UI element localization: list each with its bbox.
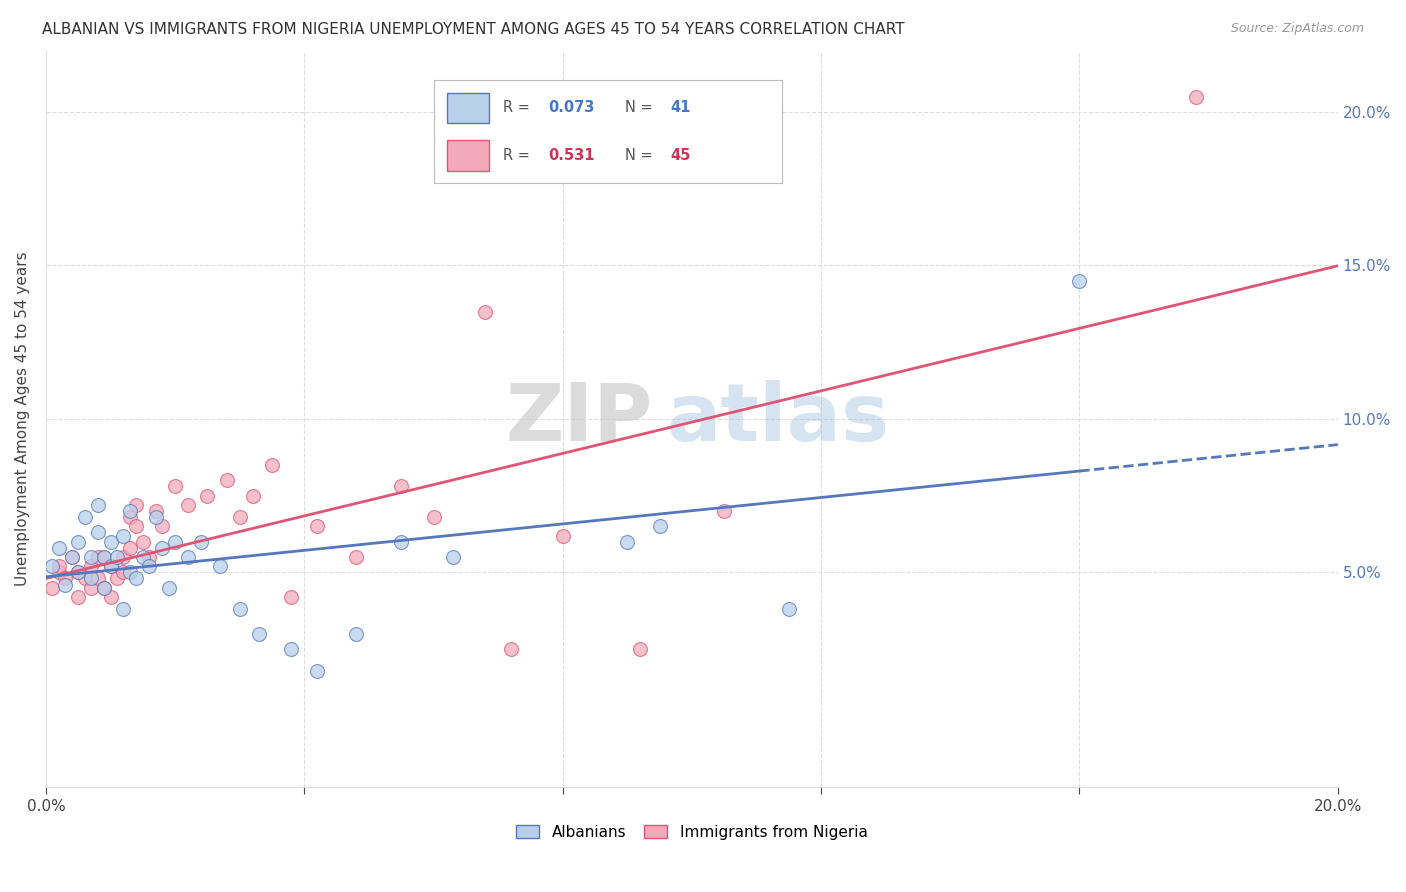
Point (125, 519, 148, 533)
Point (73, 510, 96, 524)
Point (100, 590, 122, 604)
Point (344, 549, 367, 564)
Point (616, 534, 638, 549)
Point (105, 572, 128, 586)
Point (112, 549, 135, 564)
Point (280, 590, 302, 604)
Point (280, 642, 302, 657)
Point (100, 559, 122, 574)
Point (93, 549, 115, 564)
Point (48, 566, 70, 580)
Point (53, 572, 76, 586)
Point (713, 504, 735, 518)
Point (118, 566, 141, 580)
Point (100, 559, 122, 574)
Point (41, 581, 63, 595)
Point (67, 534, 90, 549)
Point (125, 572, 148, 586)
Point (344, 626, 367, 640)
Point (389, 534, 412, 549)
Point (80, 572, 103, 586)
Point (93, 549, 115, 564)
Point (80, 549, 103, 564)
Point (648, 519, 671, 533)
Point (628, 642, 651, 657)
Point (67, 590, 90, 604)
Text: ZIP: ZIP (506, 380, 654, 458)
Legend: Albanians, Immigrants from Nigeria: Albanians, Immigrants from Nigeria (510, 819, 873, 846)
Point (118, 510, 141, 524)
Point (1184, 89, 1206, 103)
Point (86, 498, 108, 512)
Point (145, 510, 167, 524)
Point (112, 566, 135, 580)
Point (499, 642, 522, 657)
Point (105, 549, 128, 564)
Point (260, 458, 283, 472)
Point (80, 581, 103, 595)
Point (422, 510, 444, 524)
Point (177, 549, 200, 564)
Point (165, 534, 187, 549)
Point (242, 489, 264, 503)
Point (86, 525, 108, 540)
Point (60, 549, 83, 564)
Point (551, 528, 574, 542)
Point (138, 549, 160, 564)
Point (778, 602, 800, 616)
Point (60, 549, 83, 564)
Point (165, 479, 187, 493)
Point (190, 534, 212, 549)
Point (125, 498, 148, 512)
Point (132, 534, 155, 549)
Point (307, 519, 329, 533)
Point (67, 566, 90, 580)
Point (150, 541, 173, 555)
Point (1069, 274, 1091, 288)
Point (247, 626, 270, 640)
Point (132, 549, 155, 564)
Text: Source: ZipAtlas.com: Source: ZipAtlas.com (1230, 22, 1364, 36)
Point (112, 528, 135, 542)
Point (73, 572, 96, 586)
Point (118, 541, 141, 555)
Point (112, 602, 135, 616)
Point (229, 602, 252, 616)
Point (138, 559, 160, 574)
Point (215, 473, 238, 487)
Point (389, 479, 412, 493)
Point (209, 559, 232, 574)
Point (80, 559, 103, 574)
Y-axis label: Unemployment Among Ages 45 to 54 years: Unemployment Among Ages 45 to 54 years (15, 252, 30, 586)
Point (67, 566, 90, 580)
Point (53, 577, 76, 591)
Point (86, 572, 108, 586)
Point (93, 581, 115, 595)
Point (150, 519, 173, 533)
Point (229, 510, 252, 524)
Text: ALBANIAN VS IMMIGRANTS FROM NIGERIA UNEMPLOYMENT AMONG AGES 45 TO 54 YEARS CORRE: ALBANIAN VS IMMIGRANTS FROM NIGERIA UNEM… (42, 22, 905, 37)
Point (441, 549, 464, 564)
Point (93, 581, 115, 595)
Point (118, 504, 141, 518)
Point (145, 504, 167, 518)
Point (48, 541, 70, 555)
Point (48, 559, 70, 574)
Point (157, 581, 180, 595)
Point (197, 489, 219, 503)
Point (86, 549, 108, 564)
Text: atlas: atlas (666, 380, 889, 458)
Point (177, 498, 200, 512)
Point (100, 534, 122, 549)
Point (307, 664, 329, 678)
Point (41, 559, 63, 574)
Point (474, 304, 496, 318)
